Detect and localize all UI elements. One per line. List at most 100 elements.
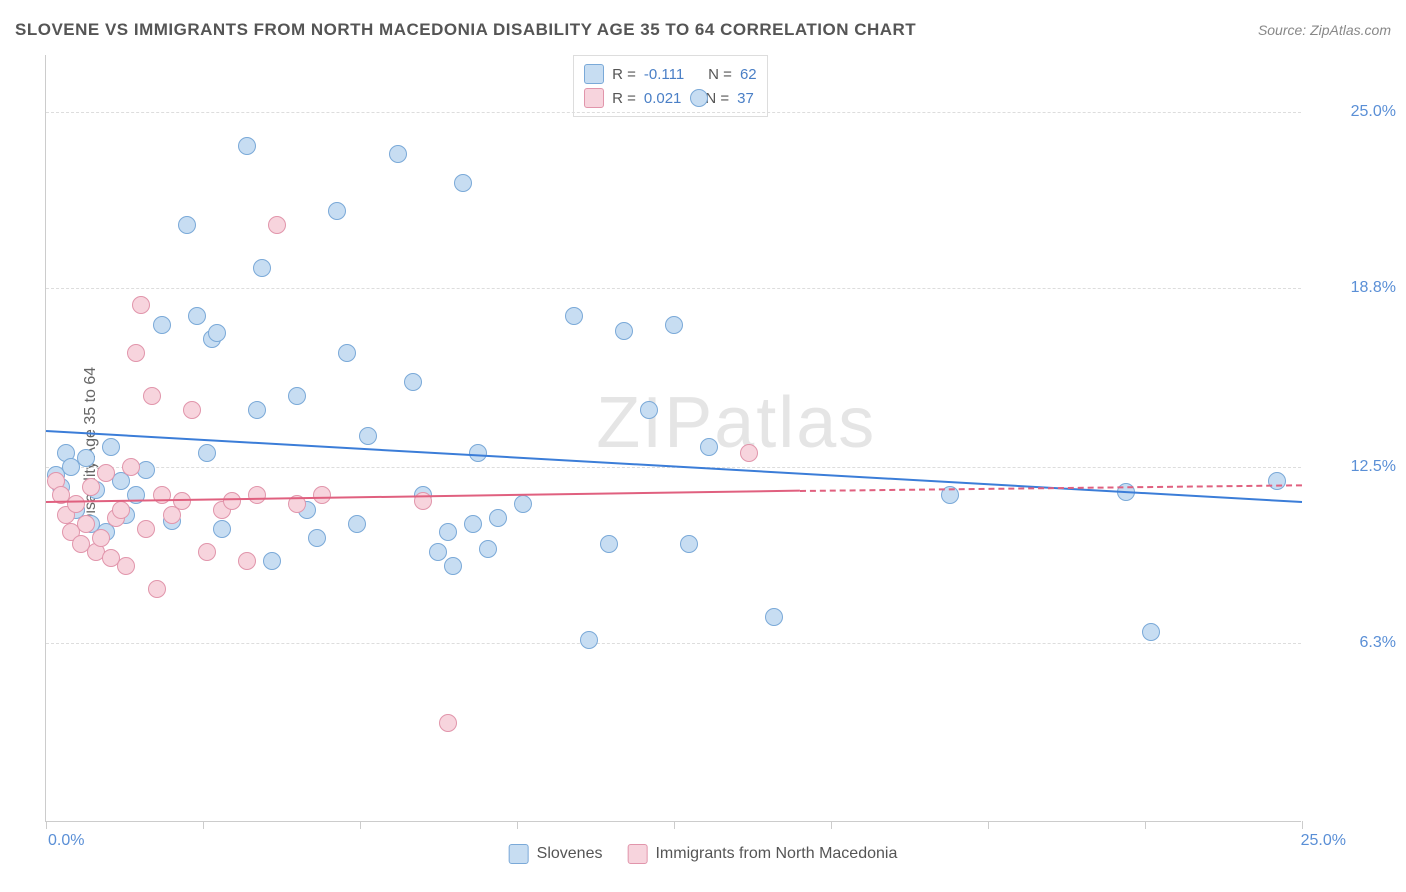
- x-tick: [831, 821, 832, 829]
- data-point-slovenes: [665, 316, 683, 334]
- data-point-slovenes: [238, 137, 256, 155]
- n-label: N =: [705, 90, 729, 107]
- data-point-slovenes: [213, 520, 231, 538]
- legend-label: Slovenes: [537, 845, 603, 863]
- data-point-slovenes: [765, 608, 783, 626]
- data-point-slovenes: [600, 535, 618, 553]
- data-point-slovenes: [389, 145, 407, 163]
- y-tick-label: 18.8%: [1311, 279, 1396, 297]
- data-point-macedonia: [183, 401, 201, 419]
- x-tick: [1145, 821, 1146, 829]
- legend-label: Immigrants from North Macedonia: [655, 845, 897, 863]
- data-point-slovenes: [615, 322, 633, 340]
- data-point-macedonia: [238, 552, 256, 570]
- r-value: 0.021: [644, 90, 682, 107]
- data-point-slovenes: [429, 543, 447, 561]
- n-value: 37: [737, 90, 754, 107]
- data-point-macedonia: [97, 464, 115, 482]
- stats-row: R = 0.021 N = 37: [584, 86, 757, 110]
- data-point-slovenes: [640, 401, 658, 419]
- data-point-macedonia: [132, 296, 150, 314]
- data-point-macedonia: [77, 515, 95, 533]
- data-point-slovenes: [489, 509, 507, 527]
- data-point-slovenes: [338, 344, 356, 362]
- data-point-slovenes: [153, 316, 171, 334]
- n-value: 62: [740, 66, 757, 83]
- data-point-macedonia: [137, 520, 155, 538]
- data-point-macedonia: [92, 529, 110, 547]
- data-point-macedonia: [153, 486, 171, 504]
- x-tick: [360, 821, 361, 829]
- data-point-slovenes: [248, 401, 266, 419]
- data-point-slovenes: [1142, 623, 1160, 641]
- data-point-slovenes: [308, 529, 326, 547]
- legend-swatch: [584, 88, 604, 108]
- data-point-slovenes: [263, 552, 281, 570]
- stats-legend: R =-0.111N =62R =0.021N =37: [573, 55, 768, 117]
- legend-item: Slovenes: [509, 844, 603, 864]
- stats-row: R =-0.111N =62: [584, 62, 757, 86]
- y-tick-label: 25.0%: [1311, 103, 1396, 121]
- series-legend: Slovenes Immigrants from North Macedonia: [509, 844, 898, 864]
- data-point-macedonia: [198, 543, 216, 561]
- x-tick-max: 25.0%: [1301, 832, 1346, 850]
- data-point-slovenes: [198, 444, 216, 462]
- data-point-macedonia: [117, 557, 135, 575]
- data-point-slovenes: [253, 259, 271, 277]
- data-point-slovenes: [469, 444, 487, 462]
- data-point-macedonia: [82, 478, 100, 496]
- gridline-h: [46, 288, 1301, 289]
- x-tick: [988, 821, 989, 829]
- data-point-slovenes: [479, 540, 497, 558]
- chart-title: SLOVENE VS IMMIGRANTS FROM NORTH MACEDON…: [15, 20, 916, 40]
- legend-swatch: [584, 64, 604, 84]
- x-tick: [46, 821, 47, 829]
- legend-swatch: [509, 844, 529, 864]
- data-point-macedonia: [148, 580, 166, 598]
- data-point-slovenes: [464, 515, 482, 533]
- n-label: N =: [708, 66, 732, 83]
- data-point-slovenes: [404, 373, 422, 391]
- data-point-slovenes: [565, 307, 583, 325]
- x-tick: [203, 821, 204, 829]
- gridline-h: [46, 112, 1301, 113]
- legend-item: Immigrants from North Macedonia: [627, 844, 897, 864]
- trend-line-dashed: [800, 484, 1302, 492]
- data-point-slovenes: [1268, 472, 1286, 490]
- data-point-slovenes: [102, 438, 120, 456]
- data-point-slovenes: [439, 523, 457, 541]
- data-point-macedonia: [223, 492, 241, 510]
- data-point-macedonia: [127, 344, 145, 362]
- data-point-macedonia: [313, 486, 331, 504]
- y-tick-label: 6.3%: [1311, 634, 1396, 652]
- data-point-slovenes: [348, 515, 366, 533]
- data-point-macedonia: [439, 714, 457, 732]
- y-tick-label: 12.5%: [1311, 458, 1396, 476]
- r-label: R =: [612, 90, 636, 107]
- source-label: Source: ZipAtlas.com: [1258, 22, 1391, 38]
- data-point-slovenes: [77, 449, 95, 467]
- data-point-slovenes: [680, 535, 698, 553]
- data-point-slovenes: [137, 461, 155, 479]
- data-point-slovenes: [514, 495, 532, 513]
- x-tick-min: 0.0%: [48, 832, 84, 850]
- data-point-slovenes: [690, 89, 708, 107]
- data-point-macedonia: [122, 458, 140, 476]
- data-point-macedonia: [67, 495, 85, 513]
- legend-swatch: [627, 844, 647, 864]
- data-point-slovenes: [700, 438, 718, 456]
- data-point-slovenes: [580, 631, 598, 649]
- data-point-slovenes: [288, 387, 306, 405]
- data-point-slovenes: [178, 216, 196, 234]
- data-point-macedonia: [740, 444, 758, 462]
- watermark: ZIPatlas: [596, 382, 876, 464]
- data-point-slovenes: [328, 202, 346, 220]
- data-point-macedonia: [268, 216, 286, 234]
- gridline-h: [46, 643, 1301, 644]
- data-point-macedonia: [143, 387, 161, 405]
- plot-area: ZIPatlas R =-0.111N =62R =0.021N =37 6.3…: [45, 55, 1301, 822]
- data-point-macedonia: [248, 486, 266, 504]
- data-point-slovenes: [359, 427, 377, 445]
- data-point-macedonia: [112, 501, 130, 519]
- x-tick: [517, 821, 518, 829]
